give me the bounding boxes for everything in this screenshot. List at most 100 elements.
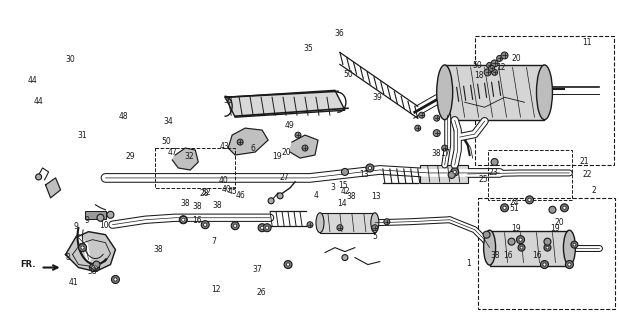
Text: 30: 30	[65, 55, 75, 64]
Circle shape	[277, 193, 283, 199]
Text: 38: 38	[87, 267, 97, 276]
Circle shape	[337, 225, 343, 231]
Text: 20: 20	[511, 53, 521, 62]
Circle shape	[92, 264, 100, 271]
Polygon shape	[290, 135, 318, 158]
Text: 9: 9	[74, 222, 79, 231]
Text: 13: 13	[359, 170, 369, 179]
Text: 4: 4	[313, 190, 318, 200]
Circle shape	[204, 223, 207, 226]
Circle shape	[180, 216, 188, 224]
Ellipse shape	[316, 213, 324, 233]
Circle shape	[448, 172, 455, 179]
Circle shape	[519, 238, 522, 241]
Text: 26: 26	[256, 288, 266, 297]
Circle shape	[453, 170, 456, 173]
Circle shape	[563, 206, 566, 209]
Bar	[475, 36, 614, 165]
Circle shape	[501, 52, 508, 59]
Text: FR.: FR.	[20, 260, 36, 269]
Text: 33: 33	[223, 96, 233, 105]
Circle shape	[491, 60, 498, 67]
Circle shape	[526, 196, 534, 204]
Bar	[444, 65, 545, 120]
Text: 19: 19	[550, 224, 560, 233]
Text: 7: 7	[211, 237, 216, 246]
Circle shape	[182, 218, 185, 221]
Circle shape	[90, 264, 97, 271]
Polygon shape	[225, 90, 345, 117]
Text: 2: 2	[591, 186, 596, 195]
Circle shape	[94, 266, 97, 269]
Text: 38: 38	[154, 245, 163, 254]
Text: 16: 16	[193, 216, 202, 225]
Polygon shape	[66, 232, 115, 271]
Text: 27: 27	[280, 173, 290, 182]
Circle shape	[302, 145, 308, 151]
Circle shape	[544, 244, 551, 251]
Circle shape	[114, 278, 117, 281]
Text: 11: 11	[582, 38, 592, 47]
Text: 20: 20	[281, 148, 291, 156]
Text: 38: 38	[347, 192, 357, 201]
Circle shape	[501, 204, 509, 212]
Circle shape	[79, 244, 87, 252]
Ellipse shape	[371, 213, 379, 233]
Circle shape	[520, 246, 523, 249]
Text: 16: 16	[504, 251, 513, 260]
Circle shape	[307, 222, 313, 228]
Circle shape	[528, 198, 531, 201]
Circle shape	[560, 204, 568, 212]
Text: 18: 18	[475, 71, 484, 80]
Circle shape	[342, 168, 348, 175]
Text: 38: 38	[431, 149, 441, 158]
Circle shape	[549, 206, 556, 213]
Bar	[320, 213, 375, 233]
Ellipse shape	[537, 65, 552, 120]
Text: 10: 10	[100, 221, 110, 230]
Circle shape	[366, 164, 374, 172]
Circle shape	[483, 231, 490, 238]
Circle shape	[415, 125, 421, 131]
Circle shape	[266, 226, 269, 229]
Circle shape	[434, 115, 439, 121]
Circle shape	[284, 260, 292, 268]
Bar	[155, 148, 235, 188]
Text: 41: 41	[69, 278, 79, 287]
Text: 12: 12	[211, 284, 220, 293]
Bar	[490, 231, 569, 266]
Circle shape	[491, 69, 498, 76]
Text: 35: 35	[303, 44, 313, 53]
Text: 20: 20	[555, 218, 565, 227]
Text: 38: 38	[180, 199, 189, 208]
Text: 44: 44	[34, 97, 44, 106]
Bar	[488, 150, 573, 200]
Text: 45: 45	[227, 188, 237, 196]
Circle shape	[487, 62, 493, 68]
Circle shape	[107, 211, 114, 218]
Circle shape	[568, 263, 571, 266]
Circle shape	[384, 219, 390, 225]
Circle shape	[97, 214, 104, 221]
Text: 17: 17	[441, 149, 450, 158]
Circle shape	[268, 198, 274, 204]
Text: 51: 51	[509, 204, 519, 213]
Circle shape	[546, 246, 549, 249]
Text: 50: 50	[162, 137, 171, 146]
Text: 12: 12	[496, 63, 506, 72]
Circle shape	[573, 243, 576, 246]
Circle shape	[111, 276, 119, 284]
Text: 24: 24	[509, 197, 519, 206]
Text: 36: 36	[334, 29, 344, 38]
Text: 22: 22	[582, 170, 592, 179]
Circle shape	[518, 244, 525, 251]
Bar	[478, 198, 615, 309]
Text: 9: 9	[85, 216, 90, 225]
Text: 29: 29	[126, 152, 135, 161]
Circle shape	[488, 65, 495, 71]
Circle shape	[263, 224, 271, 232]
Circle shape	[372, 225, 378, 231]
Text: 19: 19	[272, 152, 282, 161]
Circle shape	[419, 112, 425, 118]
Circle shape	[516, 236, 524, 244]
